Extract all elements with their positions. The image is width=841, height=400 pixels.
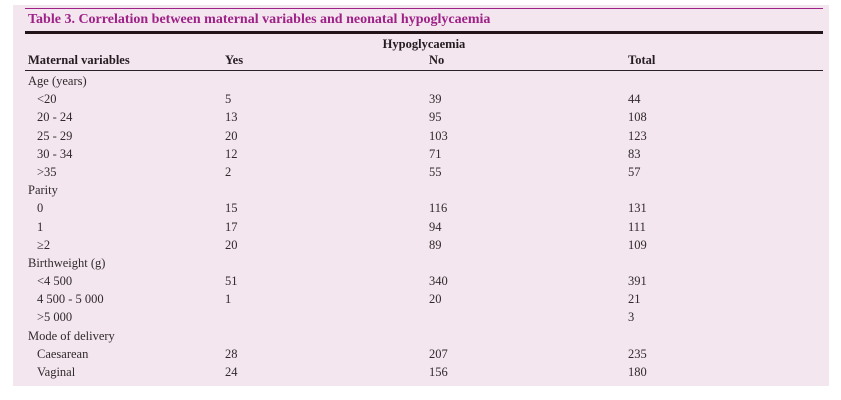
row-label: <20 [37,92,57,107]
cell-no: 20 [429,292,442,307]
cell-no [429,308,628,326]
cell-total: 109 [628,237,647,252]
cell-total: 123 [628,128,647,143]
row-label: 20 - 24 [37,110,73,125]
cell-yes: 24 [225,365,238,379]
table-row: 4 500 - 5 000 1 20 21 [25,290,823,308]
cell-no [429,327,628,345]
column-header-total: Total [628,53,656,67]
cell-yes: 5 [225,92,232,107]
cell-yes: 13 [225,110,238,125]
table-body: Age (years) <20 5 39 44 20 - 24 13 95 108 25 - 29… [25,71,823,381]
cell-no [429,181,628,199]
table-row: ≥2 20 89 109 [25,236,823,254]
cell-no: 55 [429,164,442,179]
row-label: Caesarean [37,346,89,361]
cell-yes: 20 [225,128,238,143]
cell-no: 39 [429,92,442,107]
table-row: Parity [25,181,823,199]
table-row: Birthweight (g) [25,254,823,272]
row-label: <4 500 [37,274,73,289]
row-label: 30 - 34 [37,146,73,161]
cell-total: 391 [628,274,647,289]
cell-yes: 20 [225,237,238,252]
cell-no: 94 [429,219,442,234]
cell-no [429,254,628,272]
cell-total: 131 [628,201,647,216]
cell-no: 116 [429,201,448,216]
row-label: Mode of delivery [28,328,115,343]
cell-no: 95 [429,110,442,125]
cell-total: 235 [628,346,647,361]
table-title: Table 3. Correlation between maternal va… [25,8,823,34]
table-row: <4 500 51 340 391 [25,272,823,290]
cell-yes: 1 [225,292,232,307]
cell-no: 340 [429,274,448,289]
column-header-yes: Yes [225,53,244,67]
cell-total [628,254,823,272]
table-row: Caesarean 28 207 235 [25,345,823,363]
cell-total: 83 [628,146,641,161]
table-row: 25 - 29 20 103 123 [25,127,823,145]
cell-no: 89 [429,237,442,252]
row-label: Parity [28,183,58,198]
cell-yes [225,181,429,199]
table-row: >35 2 55 57 [25,163,823,181]
table-row: 0 15 116 131 [25,199,823,217]
table-row: Mode of delivery [25,327,823,345]
cell-yes [225,254,429,272]
table-row: 1 17 94 111 [25,218,823,236]
column-header-no: No [429,53,445,67]
cell-total: 57 [628,164,641,179]
table-content: Table 3. Correlation between maternal va… [25,8,823,381]
cell-total: 21 [628,292,641,307]
cell-total [628,181,823,199]
row-label: ≥2 [37,237,51,252]
cell-total: 44 [628,92,641,107]
table-row: <20 5 39 44 [25,90,823,108]
cell-total: 108 [628,110,647,125]
row-label: Birthweight (g) [28,255,106,270]
table-row: Age (years) [25,72,823,90]
cell-yes: 51 [225,274,238,289]
cell-yes: 15 [225,201,238,216]
row-label: 4 500 - 5 000 [37,292,104,307]
table-row: 20 - 24 13 95 108 [25,108,823,126]
cell-yes: 2 [225,164,232,179]
row-label: >35 [37,164,57,179]
row-label: Age (years) [28,74,87,88]
cell-no: 156 [429,365,448,379]
cell-no: 103 [429,128,448,143]
cell-no: 71 [429,146,442,161]
cell-yes: 28 [225,346,238,361]
row-label: 25 - 29 [37,128,73,143]
cell-yes: 12 [225,146,238,161]
cell-yes [225,72,429,90]
row-label: >5 000 [37,310,73,325]
cell-yes [225,327,429,345]
cell-total [628,72,823,90]
cell-total: 3 [628,310,635,325]
row-label: 1 [37,219,44,234]
row-label: 0 [37,201,44,216]
table-row: Vaginal 24 156 180 [25,363,823,381]
row-label: Vaginal [37,365,76,379]
cell-total [628,327,823,345]
table-row: >5 000 3 [25,308,823,326]
cell-yes [225,308,429,326]
column-header-row: Maternal variables Yes No Total [25,52,823,71]
cell-total: 111 [628,219,646,234]
cell-no: 207 [429,346,448,361]
cell-yes: 17 [225,219,238,234]
table-panel: Table 3. Correlation between maternal va… [13,5,829,386]
span-header-hypoglycaemia: Hypoglycaemia [382,37,466,51]
column-header-maternal-variables: Maternal variables [28,53,130,67]
cell-total: 180 [628,365,647,379]
table-row: 30 - 34 12 71 83 [25,145,823,163]
cell-no [429,72,628,90]
